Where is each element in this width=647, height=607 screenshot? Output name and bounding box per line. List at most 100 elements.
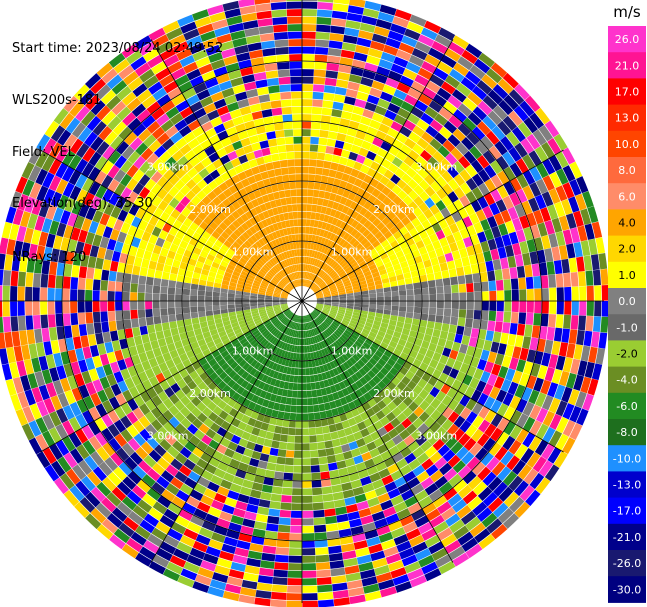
radar-gate — [380, 273, 389, 280]
radar-gate — [324, 77, 337, 87]
radar-gate — [307, 280, 311, 288]
radar-gate — [573, 210, 584, 227]
radar-gate — [421, 287, 429, 295]
radar-gate — [397, 401, 408, 412]
radar-gate — [492, 331, 502, 343]
radar-gate — [497, 417, 510, 432]
radar-gate — [302, 570, 317, 578]
radar-gate — [457, 123, 472, 137]
radar-gate — [326, 455, 337, 464]
radar-gate — [584, 361, 595, 379]
radar-gate — [331, 323, 338, 329]
radar-gate — [322, 287, 329, 292]
radar-gate — [523, 361, 534, 375]
radar-gate — [417, 378, 428, 389]
radar-gate — [483, 250, 493, 262]
radar-gate — [421, 219, 432, 230]
radar-gate — [371, 404, 381, 414]
radar-gate — [455, 142, 469, 156]
radar-gate — [522, 416, 536, 432]
radar-gate — [303, 279, 306, 287]
radar-gate — [302, 106, 312, 114]
radar-gate — [330, 287, 338, 292]
radar-gate — [358, 561, 374, 572]
radar-gate — [338, 64, 352, 74]
radar-gate — [407, 335, 416, 344]
radar-gate — [307, 189, 314, 197]
radar-gate — [463, 265, 472, 276]
radar-gate — [324, 303, 332, 306]
radar-gate — [339, 180, 348, 189]
radar-gate — [339, 57, 354, 67]
radar-gate — [384, 305, 392, 311]
radar-gate — [512, 242, 522, 256]
radar-gate — [413, 196, 424, 207]
radar-gate — [310, 312, 316, 319]
radar-gate — [317, 0, 334, 3]
radar-gate — [421, 528, 437, 541]
radar-gate — [402, 385, 413, 396]
radar-gate — [302, 443, 310, 451]
radar-gate — [315, 318, 321, 325]
radar-gate — [305, 338, 309, 346]
radar-gate — [425, 125, 439, 138]
radar-gate — [331, 108, 343, 118]
radar-gate — [322, 395, 330, 404]
radar-gate — [313, 69, 326, 78]
radar-gate — [302, 315, 305, 323]
radar-gate — [373, 320, 382, 327]
radar-gate — [514, 335, 524, 348]
radar-gate — [387, 163, 399, 174]
radar-gate — [453, 391, 464, 403]
radar-gate — [570, 272, 579, 287]
radar-gate — [400, 333, 409, 341]
radar-gate — [327, 280, 334, 286]
radar-gate — [526, 239, 537, 253]
radar-gate — [330, 310, 338, 315]
radar-gate — [356, 257, 365, 265]
radar-gate — [390, 353, 399, 362]
radar-gate — [352, 137, 364, 147]
radar-gate — [302, 226, 306, 234]
radar-gate — [358, 367, 367, 377]
radar-gate — [452, 499, 467, 513]
radar-gate — [382, 282, 391, 289]
radar-gate — [404, 561, 421, 574]
radar-gate — [344, 266, 352, 273]
radar-gate — [412, 318, 420, 326]
radar-gate — [412, 464, 426, 477]
radar-gate — [400, 101, 414, 113]
radar-gate — [368, 236, 378, 245]
radar-gate — [331, 438, 341, 448]
radar-gate — [437, 337, 447, 348]
radar-gate — [302, 413, 309, 421]
radar-gate — [422, 87, 437, 100]
radar-gate — [302, 0, 318, 2]
radar-gate — [409, 330, 418, 338]
radar-gate — [442, 139, 456, 153]
radar-gate — [316, 562, 331, 571]
radar-gate — [516, 265, 526, 279]
radar-gate — [488, 145, 502, 160]
radar-gate — [338, 528, 352, 538]
radar-gate — [388, 145, 400, 157]
radar-gate — [336, 79, 349, 89]
radar-gate — [588, 238, 598, 255]
radar-gate — [405, 370, 415, 380]
radar-gate — [377, 443, 388, 455]
radar-gate — [449, 68, 465, 83]
radar-gate — [368, 311, 376, 317]
radar-gate — [311, 265, 316, 273]
radar-gate — [337, 246, 345, 255]
radar-gate — [320, 245, 327, 254]
radar-gate — [339, 436, 349, 446]
radar-gate — [403, 435, 415, 447]
radar-gate — [490, 174, 503, 189]
radar-gate — [554, 384, 566, 400]
radar-gate — [306, 345, 311, 353]
radar-gate — [573, 344, 583, 360]
radar-gate — [314, 381, 321, 390]
radar-gate — [434, 34, 452, 48]
radar-gate — [453, 173, 466, 187]
